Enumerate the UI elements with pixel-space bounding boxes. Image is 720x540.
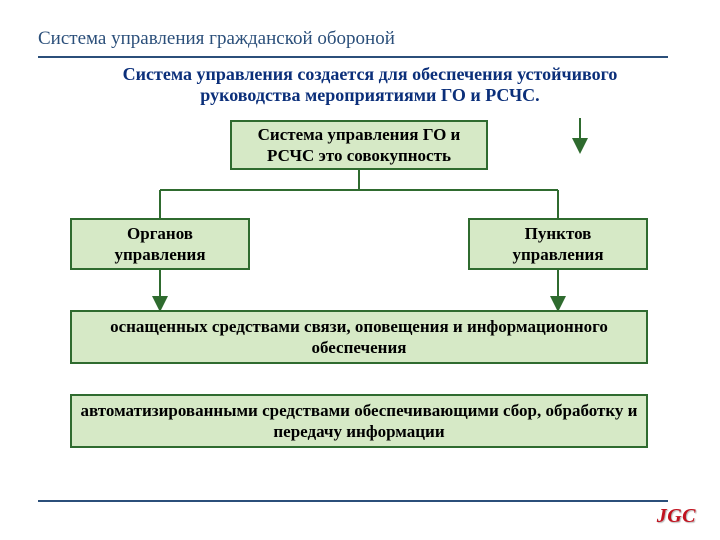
slide: Система управления гражданской обороной … bbox=[0, 0, 720, 540]
node-bottom: автоматизированными средствами обеспечив… bbox=[70, 394, 648, 448]
footer-underline bbox=[38, 500, 668, 502]
logo: JGC bbox=[657, 505, 696, 528]
node-middle: оснащенных средствами связи, оповещения … bbox=[70, 310, 648, 364]
node-top: Система управления ГО и РСЧС это совокуп… bbox=[230, 120, 488, 170]
node-left: Органов управления bbox=[70, 218, 250, 270]
page-title: Система управления гражданской обороной bbox=[38, 28, 395, 50]
node-right: Пунктов управления bbox=[468, 218, 648, 270]
subtitle: Система управления создается для обеспеч… bbox=[90, 64, 650, 106]
title-underline bbox=[38, 56, 668, 58]
